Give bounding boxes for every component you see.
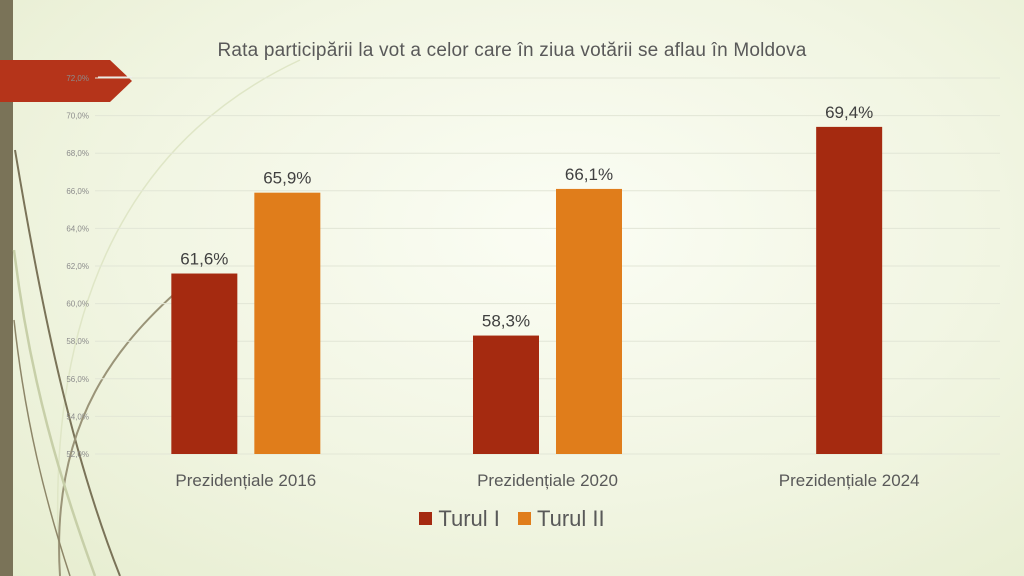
y-tick-label: 52,0% [66,450,89,459]
y-tick-label: 68,0% [66,149,89,158]
y-tick-label: 70,0% [66,112,89,121]
data-label: 58,3% [482,312,530,331]
y-axis-ticks: 52,0% 54,0% 56,0% 58,0% 60,0% 62,0% 64,0% 66,0%… [66,74,89,459]
bar [473,335,539,454]
y-tick-label: 72,0% [66,74,89,83]
legend-item-turul-2: Turul II [518,506,605,532]
legend: Turul I Turul II [0,505,1024,532]
y-tick-label: 64,0% [66,224,89,233]
y-tick-label: 66,0% [66,187,89,196]
data-label: 61,6% [180,250,228,269]
legend-label-turul-1: Turul I [438,505,500,531]
x-category-label: Prezidențiale 2020 [477,471,618,490]
data-labels: 61,6% 65,9% 58,3% 66,1% 69,4% [180,103,873,331]
legend-swatch-turul-1 [419,512,433,525]
legend-item-turul-1: Turul I [419,506,500,532]
data-label: 65,9% [263,169,311,188]
y-tick-label: 60,0% [66,300,89,309]
y-tick-label: 62,0% [66,262,89,271]
x-axis-labels: Prezidențiale 2016 Prezidențiale 2020 Prez… [175,471,919,490]
bar [171,273,238,454]
data-label: 66,1% [565,165,613,184]
bar [254,192,321,454]
bar [556,188,622,455]
bars [171,126,883,455]
left-decor-band [0,0,13,576]
data-label: 69,4% [825,103,873,122]
title-arrow-tab [0,60,132,102]
y-tick-label: 58,0% [66,337,89,346]
chart-title: Rata participării la vot a celor care în… [217,40,807,61]
legend-label-turul-2: Turul II [537,505,605,531]
x-category-label: Prezidențiale 2024 [779,471,920,490]
y-tick-label: 56,0% [66,375,89,384]
x-category-label: Prezidențiale 2016 [175,471,316,490]
bar [816,126,883,454]
y-tick-label: 54,0% [66,412,89,421]
legend-swatch-turul-2 [518,512,531,525]
